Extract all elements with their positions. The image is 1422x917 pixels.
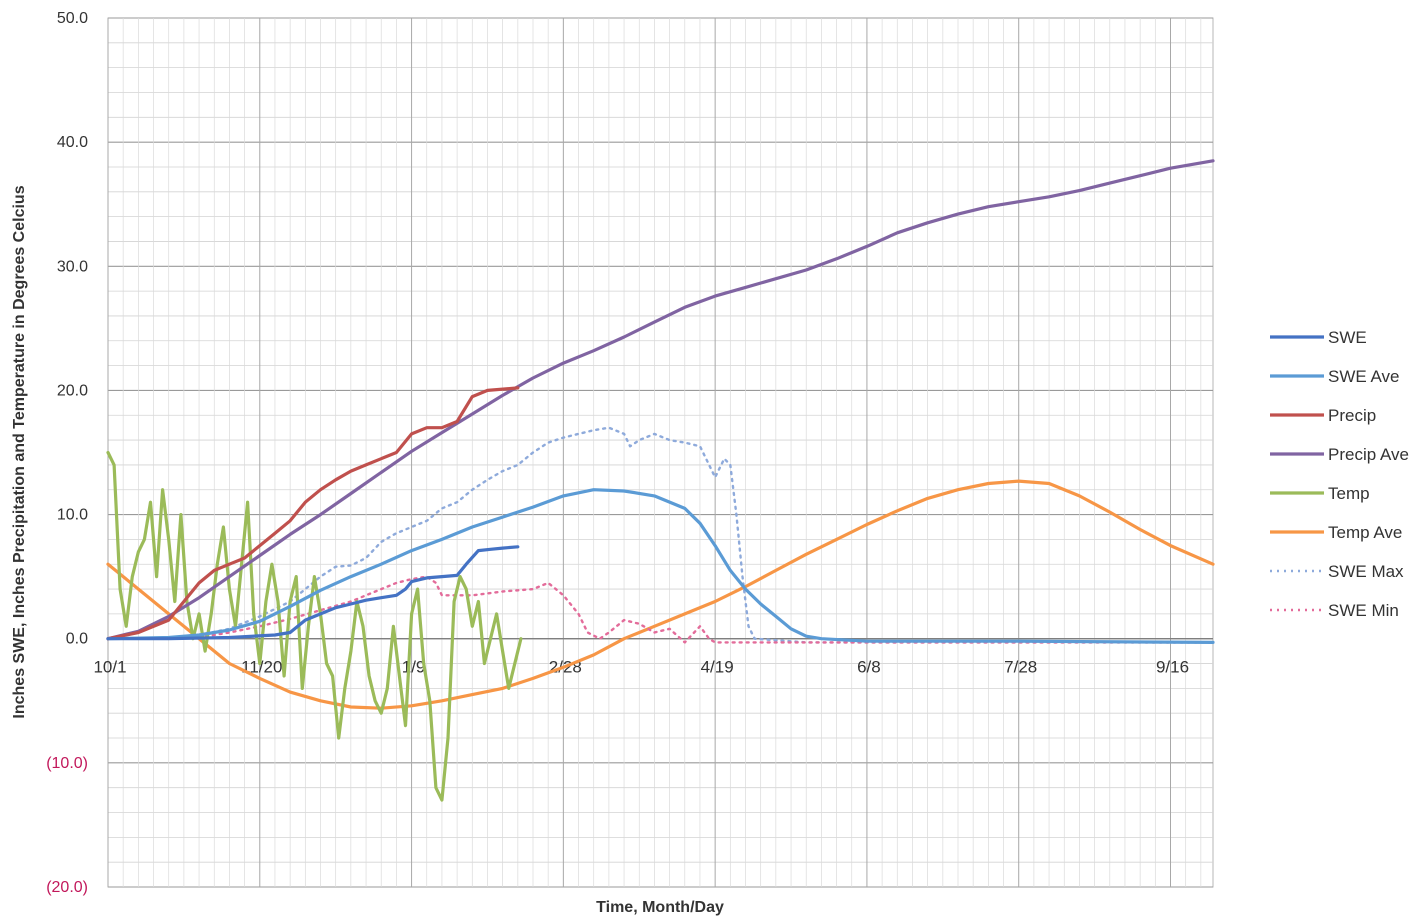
- series-line-swe-ave: [106, 488, 1215, 644]
- legend-label: SWE Max: [1328, 562, 1404, 581]
- series-line-swe-max: [106, 426, 1215, 644]
- y-axis-tick-labels: 50.0 40.0 30.0 20.0 10.0 0.0 (10.0) (20.0): [46, 10, 88, 896]
- series-line-precip: [106, 386, 520, 641]
- y-tick-label: 30.0: [57, 258, 88, 275]
- series-lines: [106, 159, 1215, 802]
- y-tick-label: 50.0: [57, 10, 88, 27]
- series-line-precip-ave: [106, 159, 1215, 641]
- x-tick-label: 11/20: [241, 658, 282, 677]
- x-tick-label: 6/8: [857, 658, 881, 677]
- legend-label: SWE: [1328, 328, 1367, 347]
- series-line-temp-ave: [106, 479, 1215, 710]
- y-tick-label: (10.0): [46, 755, 88, 772]
- x-tick-label: 7/28: [1004, 658, 1037, 677]
- y-tick-label: 0.0: [66, 631, 88, 648]
- series-line-swe-min: [106, 575, 1215, 644]
- plot-area: [107, 17, 1214, 888]
- y-tick-label: 20.0: [57, 382, 88, 399]
- y-tick-label: 40.0: [57, 134, 88, 151]
- x-tick-label: 1/9: [402, 658, 426, 677]
- legend: SWE SWE Ave Precip Precip Ave Temp Temp Ave SW…: [1270, 328, 1409, 620]
- legend-label: Temp: [1328, 484, 1370, 503]
- series-line-swe: [106, 545, 520, 641]
- x-tick-label: 9/16: [1156, 658, 1189, 677]
- y-tick-label: (20.0): [46, 879, 88, 896]
- series-line-temp: [106, 450, 523, 802]
- legend-label: Temp Ave: [1328, 523, 1402, 542]
- legend-label: Precip: [1328, 406, 1376, 425]
- x-tick-label: 4/19: [701, 658, 734, 677]
- legend-label: SWE Ave: [1328, 367, 1400, 386]
- x-tick-label: 10/1: [93, 658, 126, 677]
- legend-label: SWE Min: [1328, 601, 1399, 620]
- legend-label: Precip Ave: [1328, 445, 1409, 464]
- y-tick-label: 10.0: [57, 507, 88, 524]
- x-axis-title: Time, Month/Day: [596, 899, 724, 916]
- y-axis-title: Inches SWE, Inches Precipitation and Tem…: [11, 185, 28, 718]
- plot-grid: [107, 17, 1214, 888]
